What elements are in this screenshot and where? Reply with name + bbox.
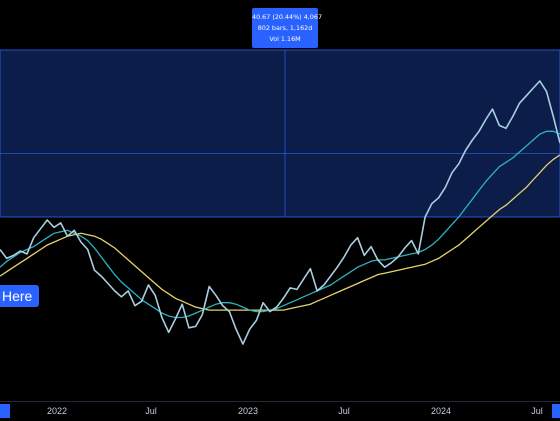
time-axis[interactable]	[0, 401, 560, 421]
measure-volume-text: Vol 1.16M	[269, 35, 301, 43]
price-line	[0, 80, 560, 345]
time-axis-right-marker	[552, 404, 560, 418]
measure-bars-text: 802 bars, 1,162d	[257, 24, 313, 32]
x-tick-label: Jul	[531, 406, 543, 416]
time-axis-left-marker	[0, 404, 10, 418]
x-tick-label: 2022	[46, 406, 68, 416]
here-button[interactable]: Here	[0, 285, 40, 307]
x-tick-label: Jul	[338, 406, 350, 416]
x-tick-label: Jul	[145, 406, 157, 416]
measure-selection[interactable]	[0, 49, 560, 218]
slow-moving-average-line	[0, 154, 560, 311]
x-tick-label: 2024	[430, 406, 452, 416]
measure-change-text: 40.67 (20.44%) 4,067	[252, 13, 323, 21]
x-tick-label: 2023	[237, 406, 259, 416]
fast-moving-average-line	[0, 130, 560, 319]
measure-tooltip: 40.67 (20.44%) 4,067 802 bars, 1,162d Vo…	[252, 8, 323, 48]
